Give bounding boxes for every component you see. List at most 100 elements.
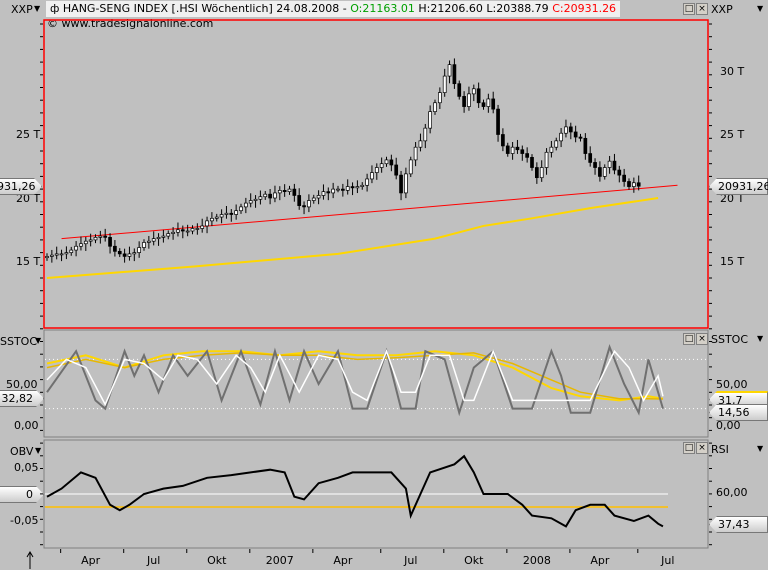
candle-up	[151, 238, 156, 242]
candle-up	[49, 254, 54, 257]
candle-down	[297, 195, 302, 206]
candle-up	[210, 217, 214, 222]
candle-up	[234, 210, 238, 215]
candle-up	[442, 75, 447, 93]
obv-tick-left: 0,05	[14, 461, 39, 474]
right-axis-name-rsi[interactable]: RSI	[711, 443, 729, 456]
candle-up	[316, 195, 321, 199]
stoch-tag-left: 32,82	[0, 390, 44, 407]
candle-up	[559, 132, 563, 142]
candle-up	[384, 159, 389, 165]
candle-up	[59, 253, 64, 256]
candle-down	[229, 212, 234, 215]
candle-down	[389, 159, 394, 166]
candle-down	[462, 96, 466, 107]
candle-up	[438, 92, 442, 104]
candle-up	[83, 240, 88, 245]
candlestick-icon: ф	[50, 2, 63, 15]
left-axis-name-main[interactable]: XXP	[11, 3, 33, 16]
y-tick-label-left: 20 T	[16, 192, 41, 205]
candle-up	[161, 235, 166, 238]
title-text: HANG-SENG INDEX [.HSI Wöchentlich] 24.08…	[62, 2, 351, 15]
candle-down	[180, 229, 185, 232]
candle-down	[103, 235, 108, 238]
candle-down	[452, 64, 457, 85]
axis-dropdown-caret-icon[interactable]: ▼	[35, 446, 42, 455]
candle-down	[627, 181, 631, 187]
candle-down	[583, 137, 588, 154]
candle-up	[307, 200, 311, 208]
x-tick-label: Okt	[207, 554, 227, 567]
moving-average-line	[46, 197, 659, 280]
maximize-button[interactable]: □	[683, 3, 695, 15]
high-value: H:21206.60	[418, 2, 483, 15]
candle-up	[428, 111, 432, 129]
candle-up	[45, 256, 49, 259]
close-value: C:20931.26	[552, 2, 617, 15]
candle-down	[530, 157, 534, 168]
candle-up	[370, 172, 374, 180]
candle-up	[607, 160, 612, 168]
maximize-button[interactable]: □	[683, 333, 695, 345]
stoch-yellow-line-1	[46, 350, 664, 402]
candle-up	[510, 146, 515, 154]
candle-up	[539, 167, 544, 179]
x-tick-label: 2008	[523, 554, 551, 567]
price-tag-left: 20931,26	[0, 178, 42, 195]
right-axis-name-main[interactable]: XXP	[711, 3, 733, 16]
axis-dropdown-caret-icon[interactable]: ▼	[35, 336, 42, 345]
candle-up	[93, 237, 98, 241]
stoch-tick-left: 50,00	[6, 378, 38, 391]
obv-line	[46, 454, 664, 528]
candle-down	[292, 188, 297, 196]
candle-down	[617, 169, 622, 176]
candle-up	[200, 225, 205, 229]
candle-up	[554, 140, 559, 148]
candle-up	[69, 249, 74, 253]
right-axis-name-stoch[interactable]: SSTOC	[711, 333, 749, 346]
left-axis-name-obv[interactable]: OBV	[10, 445, 34, 458]
candle-up	[166, 233, 171, 237]
candle-up	[360, 184, 365, 187]
axis-dropdown-caret-icon[interactable]: ▼	[34, 4, 41, 13]
x-tick-label: Apr	[333, 554, 353, 567]
candle-up	[311, 197, 316, 201]
candle-down	[588, 153, 593, 163]
candle-up	[273, 192, 277, 199]
candle-up	[379, 163, 384, 168]
candle-up	[248, 200, 253, 204]
candle-down	[496, 108, 500, 135]
candle-up	[127, 253, 132, 257]
candle-up	[486, 98, 491, 107]
axis-dropdown-caret-icon[interactable]: ▼	[757, 444, 764, 453]
left-axis-name-stoch[interactable]: SSTOC	[0, 335, 38, 348]
candle-down	[534, 167, 539, 179]
candle-up	[408, 159, 413, 175]
x-tick-label: Apr	[590, 554, 610, 567]
axis-dropdown-caret-icon[interactable]: ▼	[757, 4, 764, 13]
candle-down	[612, 160, 617, 171]
candle-up	[365, 178, 369, 186]
candle-up	[74, 245, 78, 251]
close-button[interactable]: ×	[696, 3, 708, 15]
candle-down	[282, 190, 287, 193]
candle-down	[593, 162, 597, 168]
candle-up	[404, 173, 408, 194]
candle-down	[520, 149, 525, 154]
maximize-button[interactable]: □	[683, 442, 695, 454]
axis-dropdown-caret-icon[interactable]: ▼	[757, 334, 764, 343]
candle-down	[481, 102, 486, 107]
main-panel-frame	[43, 19, 709, 329]
candle-up	[549, 146, 554, 153]
candle-down	[491, 98, 496, 110]
candle-down	[302, 205, 306, 208]
candle-up	[631, 182, 636, 187]
candle-down	[515, 146, 520, 151]
candle-up	[374, 167, 379, 173]
y-tick-label: 30 T	[720, 65, 745, 78]
stoch-tick-right: 0,00	[716, 419, 741, 432]
candle-down	[622, 174, 627, 182]
candle-up	[471, 88, 476, 95]
candle-down	[525, 153, 530, 158]
